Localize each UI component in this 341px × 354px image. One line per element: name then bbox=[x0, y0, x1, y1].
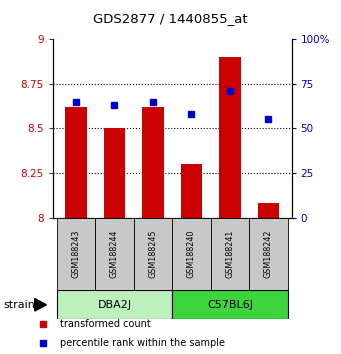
Bar bbox=[95, 218, 134, 290]
Bar bbox=[104, 129, 125, 218]
Bar bbox=[57, 218, 95, 290]
Bar bbox=[219, 57, 240, 218]
Text: DBA2J: DBA2J bbox=[98, 300, 132, 310]
Bar bbox=[172, 290, 288, 319]
Bar bbox=[143, 107, 164, 218]
Bar bbox=[211, 218, 249, 290]
Text: GSM188241: GSM188241 bbox=[225, 230, 235, 278]
Bar bbox=[249, 218, 288, 290]
Text: percentile rank within the sample: percentile rank within the sample bbox=[60, 338, 225, 348]
Bar bbox=[57, 290, 172, 319]
Bar bbox=[134, 218, 172, 290]
Text: GSM188242: GSM188242 bbox=[264, 230, 273, 278]
Text: GSM188243: GSM188243 bbox=[72, 230, 80, 278]
Text: C57BL6J: C57BL6J bbox=[207, 300, 253, 310]
Bar bbox=[172, 218, 211, 290]
Bar bbox=[65, 107, 87, 218]
Text: GSM188245: GSM188245 bbox=[148, 230, 158, 278]
Text: GSM188240: GSM188240 bbox=[187, 230, 196, 278]
Text: GSM188244: GSM188244 bbox=[110, 230, 119, 278]
Text: transformed count: transformed count bbox=[60, 319, 150, 329]
Text: GDS2877 / 1440855_at: GDS2877 / 1440855_at bbox=[93, 12, 248, 25]
Bar bbox=[258, 204, 279, 218]
Text: strain: strain bbox=[3, 300, 35, 310]
Polygon shape bbox=[35, 298, 46, 311]
Bar bbox=[181, 164, 202, 218]
